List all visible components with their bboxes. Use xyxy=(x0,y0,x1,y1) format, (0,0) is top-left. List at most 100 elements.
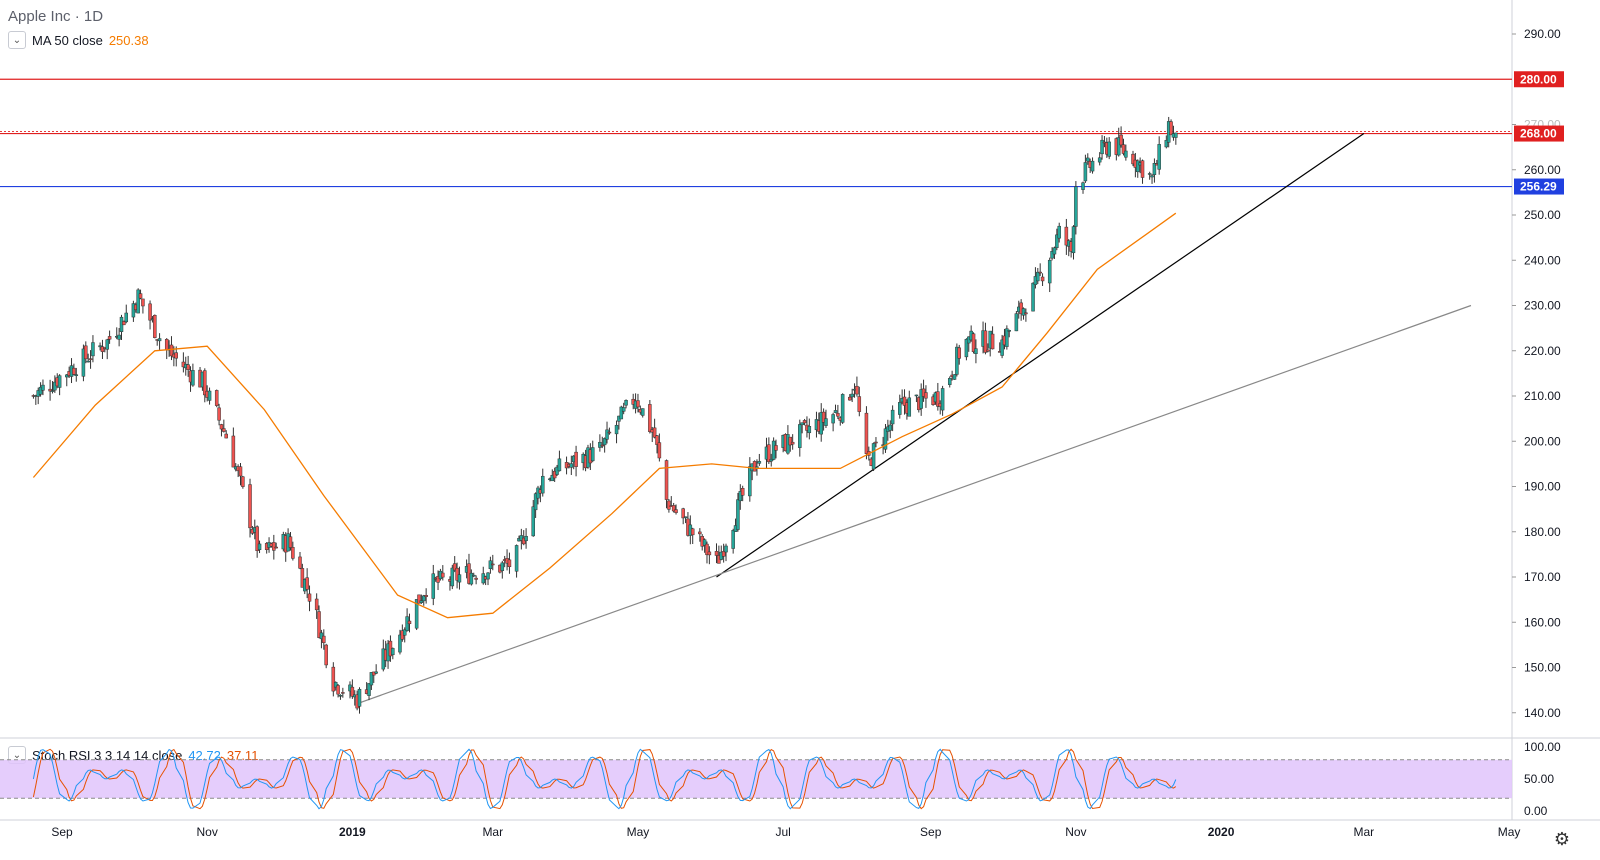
candle-body xyxy=(222,428,226,432)
candle-body xyxy=(417,594,421,604)
candle-body xyxy=(317,611,321,638)
candle-body xyxy=(769,458,773,462)
candle-body xyxy=(374,671,378,674)
gear-icon[interactable]: ⚙ xyxy=(1553,829,1570,849)
top-gap xyxy=(710,0,862,2)
candle-body xyxy=(338,695,343,697)
candle-body xyxy=(207,390,212,401)
candle-body xyxy=(452,563,457,571)
ma-legend: ⌄ MA 50 close 250.38 xyxy=(8,31,149,49)
candle-body xyxy=(974,348,978,354)
price-tick-label: 140.00 xyxy=(1524,706,1561,720)
candle-body xyxy=(48,388,52,392)
price-tick-label: 160.00 xyxy=(1524,615,1561,629)
candle-body xyxy=(336,685,340,695)
level-tag xyxy=(1514,71,1564,88)
candle-body xyxy=(74,374,79,376)
candle-body xyxy=(231,435,236,468)
candle-body xyxy=(652,427,657,438)
trendline[interactable] xyxy=(356,304,1472,705)
candle-body xyxy=(1169,121,1173,136)
candle-body xyxy=(148,303,152,321)
candle-body xyxy=(624,400,628,406)
candle-body xyxy=(1119,134,1123,146)
chevron-down-icon[interactable]: ⌄ xyxy=(8,31,26,49)
candle-body xyxy=(738,491,743,502)
candle-body xyxy=(450,567,455,587)
candle-body xyxy=(248,484,252,529)
time-tick-label: May xyxy=(627,825,650,839)
candle-body xyxy=(657,442,662,459)
candle-body xyxy=(857,396,862,412)
candle-body xyxy=(157,338,162,342)
candle-body xyxy=(888,424,892,431)
level-tag-label: 268.00 xyxy=(1520,127,1557,141)
candle-body xyxy=(898,402,902,415)
stoch-tick-label: 50.00 xyxy=(1524,772,1554,786)
candle-body xyxy=(683,516,688,518)
candle-body xyxy=(1121,144,1126,154)
candle-body xyxy=(38,386,43,395)
candle-body xyxy=(131,303,136,318)
candle-body xyxy=(191,370,195,386)
candle-body xyxy=(507,559,512,568)
candle-body xyxy=(84,345,88,360)
candle-body xyxy=(671,505,676,512)
candle-body xyxy=(169,344,174,357)
trendline[interactable] xyxy=(716,133,1365,578)
candle-body xyxy=(322,635,326,643)
candle-body xyxy=(864,412,869,454)
candle-body xyxy=(1000,339,1004,356)
candle-body xyxy=(767,444,771,463)
candle-body xyxy=(731,530,735,549)
candle-body xyxy=(1038,271,1042,274)
candle-body xyxy=(1136,160,1140,173)
candle-body xyxy=(124,312,129,323)
candle-body xyxy=(824,418,828,426)
time-tick-label: Sep xyxy=(920,825,942,839)
candle-body xyxy=(186,364,190,370)
candle-body xyxy=(57,375,62,388)
price-tick-label: 230.00 xyxy=(1524,299,1561,313)
candle-body xyxy=(600,444,605,447)
candle-body xyxy=(88,358,93,360)
candle-body xyxy=(971,333,976,352)
candle-body xyxy=(1124,150,1128,158)
candle-body xyxy=(902,396,907,406)
candle-body xyxy=(590,447,595,462)
candle-body xyxy=(821,411,826,423)
candle-body xyxy=(424,595,428,597)
candle-body xyxy=(907,397,912,417)
candle-body xyxy=(621,407,626,412)
candle-body xyxy=(402,629,407,636)
candle-body xyxy=(436,575,440,583)
candle-body xyxy=(474,577,478,580)
candle-body xyxy=(831,414,835,424)
candle-body xyxy=(705,543,709,556)
candle-body xyxy=(219,424,224,430)
level-tag xyxy=(1514,178,1564,195)
candle-body xyxy=(924,392,928,399)
candle-body xyxy=(1052,247,1057,255)
candle-body xyxy=(357,688,362,707)
candle-body xyxy=(640,408,645,416)
candle-body xyxy=(314,598,319,611)
candle-body xyxy=(721,551,726,557)
candle-body xyxy=(1174,132,1178,138)
stoch-legend-k: 42.72 xyxy=(188,747,221,763)
candle-body xyxy=(81,348,86,377)
candle-body xyxy=(1074,186,1078,227)
candle-body xyxy=(500,562,505,571)
candle-body xyxy=(98,345,102,348)
candle-body xyxy=(1005,328,1009,347)
level-tag xyxy=(1514,125,1564,142)
candle-body xyxy=(1086,157,1090,162)
candle-body xyxy=(1152,163,1157,175)
candle-body xyxy=(65,374,69,378)
candle-body xyxy=(690,528,695,536)
candle-body xyxy=(855,385,859,395)
candle-body xyxy=(486,572,490,580)
candle-body xyxy=(1071,226,1076,254)
candle-body xyxy=(648,404,652,432)
